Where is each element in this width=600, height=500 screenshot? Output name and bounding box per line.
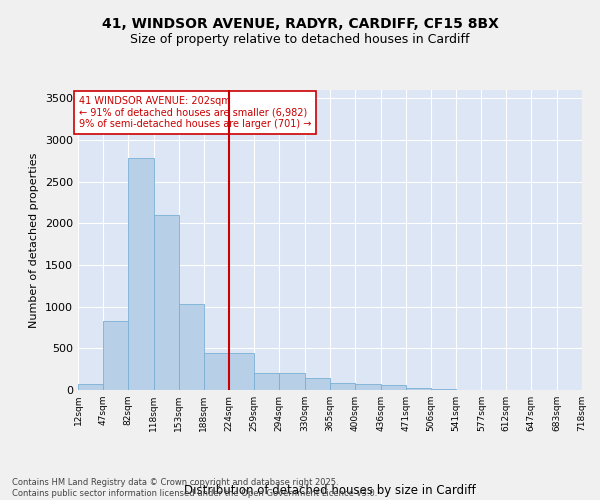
Bar: [179, 304, 203, 390]
Bar: [330, 382, 355, 390]
Bar: [78, 384, 103, 390]
Bar: [128, 158, 154, 390]
Y-axis label: Number of detached properties: Number of detached properties: [29, 152, 40, 328]
Bar: [103, 321, 128, 390]
X-axis label: Distribution of detached houses by size in Cardiff: Distribution of detached houses by size …: [184, 484, 476, 497]
Bar: [254, 374, 280, 390]
Bar: [154, 215, 179, 390]
Bar: [406, 388, 431, 390]
Bar: [431, 389, 455, 390]
Bar: [280, 374, 305, 390]
Bar: [229, 352, 254, 390]
Text: Size of property relative to detached houses in Cardiff: Size of property relative to detached ho…: [130, 32, 470, 46]
Bar: [305, 378, 330, 390]
Bar: [203, 352, 229, 390]
Bar: [355, 384, 380, 390]
Text: 41 WINDSOR AVENUE: 202sqm
← 91% of detached houses are smaller (6,982)
9% of sem: 41 WINDSOR AVENUE: 202sqm ← 91% of detac…: [79, 96, 311, 129]
Bar: [380, 386, 406, 390]
Text: Contains HM Land Registry data © Crown copyright and database right 2025.
Contai: Contains HM Land Registry data © Crown c…: [12, 478, 377, 498]
Text: 41, WINDSOR AVENUE, RADYR, CARDIFF, CF15 8BX: 41, WINDSOR AVENUE, RADYR, CARDIFF, CF15…: [101, 18, 499, 32]
